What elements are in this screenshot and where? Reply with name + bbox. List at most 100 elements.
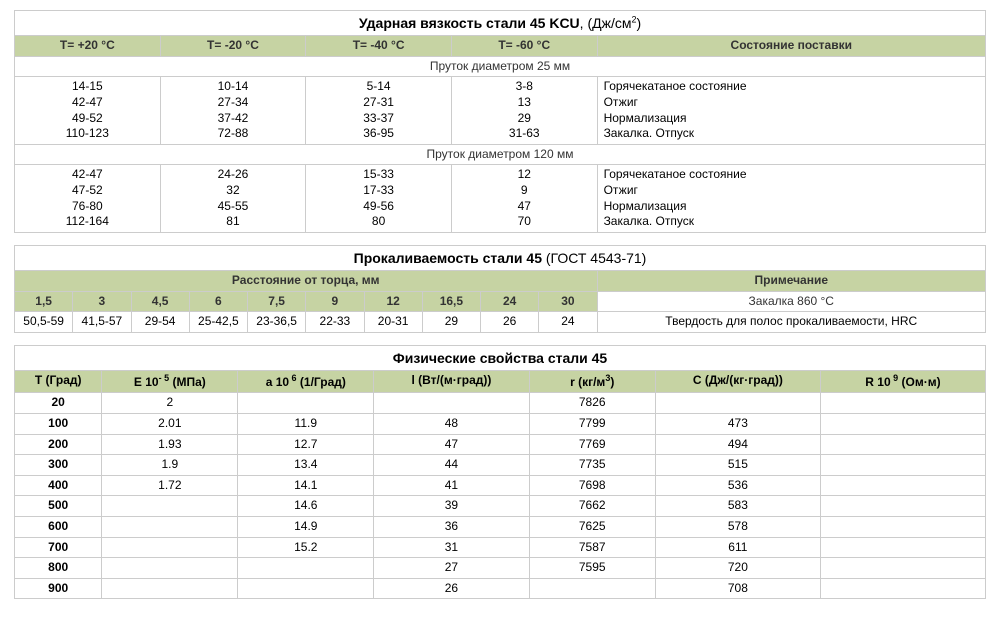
cell: 300 [15,455,102,476]
cell [529,578,655,599]
cell [820,455,985,476]
cell: 2.01 [102,414,238,435]
phys-title: Физические свойства стали 45 [15,345,986,370]
impact-table: Ударная вязкость стали 45 KCU, (Дж/см2) … [14,10,986,233]
cell: 473 [655,414,820,435]
cell [238,393,374,414]
cell: 7735 [529,455,655,476]
cell [102,558,238,579]
cell [238,558,374,579]
cell [820,393,985,414]
cell [102,496,238,517]
table-row: 60014.9367625578 [15,517,986,538]
cell: 14.9 [238,517,374,538]
cell: 5-1427-3133-3736-95 [306,77,452,144]
val-cell: 29 [422,312,480,333]
cell [820,578,985,599]
harden-note2: Твердость для полос прокаливаемости, HRC [597,312,986,333]
cell: 14-1542-4749-52110-123 [15,77,161,144]
cell: 48 [374,414,529,435]
table-row: 4001.7214.1417698536 [15,475,986,496]
harden-table: Прокаливаемость стали 45 (ГОСТ 4543-71) … [14,245,986,333]
dist-cell: 9 [306,291,364,312]
col-C: C (Дж/(кг·град)) [655,370,820,393]
dist-cell: 7,5 [248,291,306,312]
dist-cell: 30 [539,291,597,312]
cell: 1.93 [102,434,238,455]
impact-section-25mm: Пруток диаметром 25 мм [15,56,986,77]
table-row: 90026708 [15,578,986,599]
cell: 578 [655,517,820,538]
cell [820,414,985,435]
dist-cell: 16,5 [422,291,480,312]
phys-table: Физические свойства стали 45 T (Град) E … [14,345,986,600]
cell: 583 [655,496,820,517]
cell: 20 [15,393,102,414]
impact-section-120mm: Пруток диаметром 120 мм [15,144,986,165]
val-cell: 24 [539,312,597,333]
cell: 3-8132931-63 [451,77,597,144]
col-R: R 10 9 (Ом·м) [820,370,985,393]
cell: 7587 [529,537,655,558]
cell: 1294770 [451,165,597,232]
cell: 500 [15,496,102,517]
cell: 31 [374,537,529,558]
cell: 44 [374,455,529,476]
cell: 7662 [529,496,655,517]
val-cell: 23-36,5 [248,312,306,333]
cell [374,393,529,414]
val-cell: 41,5-57 [73,312,131,333]
cell [238,578,374,599]
cell [820,434,985,455]
cell [820,537,985,558]
col-t20: T= +20 °C [15,36,161,57]
cell [820,496,985,517]
val-cell: 29-54 [131,312,189,333]
table-row: 2027826 [15,393,986,414]
dist-cell: 4,5 [131,291,189,312]
val-cell: 20-31 [364,312,422,333]
cell: 15.2 [238,537,374,558]
cell: 7799 [529,414,655,435]
cell: 15-3317-3349-5680 [306,165,452,232]
cell: 7826 [529,393,655,414]
val-cell: 26 [481,312,539,333]
cell: 1.9 [102,455,238,476]
dist-cell: 24 [481,291,539,312]
cell: 10-1427-3437-4272-88 [160,77,306,144]
impact-title: Ударная вязкость стали 45 KCU, (Дж/см2) [15,11,986,36]
cell: 47 [374,434,529,455]
cell: 27 [374,558,529,579]
cell: 708 [655,578,820,599]
table-row: 42-4747-5276-80112-16424-263245-558115-3… [15,165,986,232]
cell: 1.72 [102,475,238,496]
cell [820,558,985,579]
dist-cell: 12 [364,291,422,312]
cell: 7595 [529,558,655,579]
cell: 13.4 [238,455,374,476]
dist-cell: 1,5 [15,291,73,312]
harden-subheader: Расстояние от торца, мм Примечание [15,270,986,291]
cell: 14.1 [238,475,374,496]
table-row: 3001.913.4447735515 [15,455,986,476]
cell [102,578,238,599]
col-tm20: T= -20 °C [160,36,306,57]
cell [820,517,985,538]
cell: 536 [655,475,820,496]
cell: 720 [655,558,820,579]
cell [655,393,820,414]
cell [102,537,238,558]
harden-vals-row: 50,5-5941,5-5729-5425-42,523-36,522-3320… [15,312,986,333]
val-cell: 22-33 [306,312,364,333]
harden-note1: Закалка 860 °C [597,291,986,312]
dist-cell: 3 [73,291,131,312]
table-row: 50014.6397662583 [15,496,986,517]
cell: 200 [15,434,102,455]
col-state: Состояние поставки [597,36,985,57]
harden-dist-row: 1,534,567,591216,52430Закалка 860 °C [15,291,986,312]
cell: 11.9 [238,414,374,435]
cell: 611 [655,537,820,558]
cell: 41 [374,475,529,496]
cell: 400 [15,475,102,496]
cell: Горячекатаное состояниеОтжигНормализация… [597,165,985,232]
